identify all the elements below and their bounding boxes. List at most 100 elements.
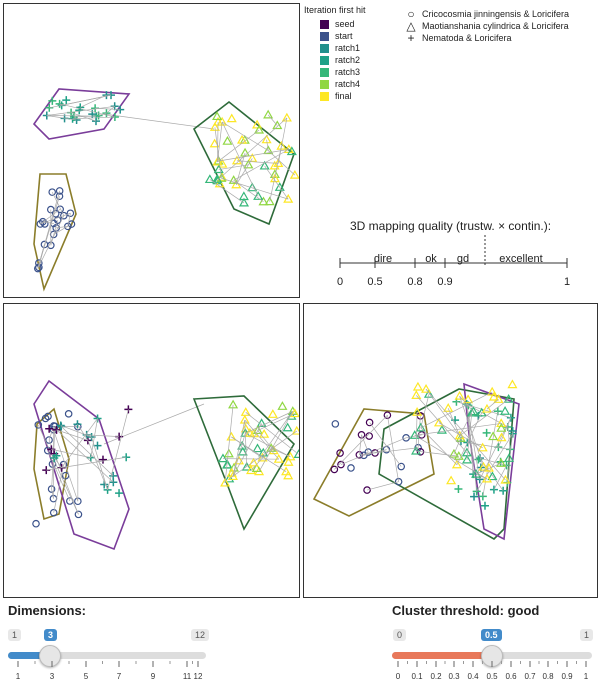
scatter-panel-bottom-left[interactable] (3, 303, 300, 598)
iteration-label: final (335, 91, 352, 101)
slider-tick-label: 0.5 (486, 672, 498, 681)
triangle-point (241, 149, 249, 156)
iteration-legend-item: ratch3 (320, 66, 404, 78)
slider-tick-label: 5 (84, 672, 89, 681)
slider-tick-label: 0.7 (524, 672, 536, 681)
quality-band-label: dire (374, 253, 392, 265)
circle-point (348, 465, 354, 471)
triangle-point (228, 115, 236, 122)
triangle-point (225, 450, 233, 457)
slider-tick-label: 9 (151, 672, 156, 681)
neighbor-edge (62, 418, 98, 467)
legend-swatch (320, 80, 329, 89)
cluster-min-badge: 0 (393, 629, 406, 641)
legend-swatch (320, 44, 329, 53)
neighbor-edge (487, 399, 498, 409)
shape-legend-item: △Maotianshania cylindrica & Loricifera (404, 20, 599, 32)
shape-legend-item: ○Cricocosmia jinningensis & Loricifera (404, 8, 599, 20)
neighbor-edge (73, 117, 115, 119)
iteration-legend-item: ratch4 (320, 78, 404, 90)
iteration-label: ratch2 (335, 55, 360, 65)
plus-point (48, 97, 56, 105)
dimensions-value-badge: 3 (44, 629, 57, 641)
mapping-quality-scale: 3D mapping quality (trustw. × contin.): … (335, 215, 580, 295)
iteration-label: ratch1 (335, 43, 360, 53)
neighbor-edge (271, 448, 290, 456)
iteration-legend-item: ratch1 (320, 42, 404, 54)
neighbor-edge (223, 459, 279, 460)
quality-tick-label: 0.5 (367, 276, 382, 288)
iteration-label: ratch3 (335, 67, 360, 77)
neighbor-edge (80, 95, 106, 107)
shape-label: Nematoda & Loricifera (422, 33, 512, 43)
triangle-point (447, 477, 455, 484)
circle-point (364, 487, 370, 493)
circle-point (33, 521, 39, 527)
iteration-legend-item: ratch2 (320, 54, 404, 66)
scatter-plot-top-left (4, 4, 299, 297)
triangle-point (501, 407, 509, 414)
plus-point (115, 489, 123, 497)
slider-tick-label: 0.2 (430, 672, 442, 681)
plus-point (483, 429, 491, 437)
plus-point (122, 453, 130, 461)
slider-tick-label: 0.3 (448, 672, 460, 681)
dimensions-title: Dimensions: (8, 603, 208, 618)
quality-tick-label: 1 (564, 276, 570, 288)
cluster-hull (34, 381, 129, 549)
dimensions-min-badge: 1 (8, 629, 21, 641)
legend-swatch (320, 92, 329, 101)
legend-swatch (320, 56, 329, 65)
scatter-panel-bottom-right[interactable] (303, 303, 598, 598)
neighbor-edge (476, 474, 487, 479)
quality-tick-label: 0 (337, 276, 343, 288)
circle-point (332, 421, 338, 427)
slider-tick-label: 0 (396, 672, 401, 681)
dimensions-max-badge: 12 (191, 629, 209, 641)
neighbor-edge (362, 435, 369, 452)
neighbor-edge (47, 116, 97, 117)
plus-point (99, 456, 107, 464)
slider-tick-label: 1 (16, 672, 21, 681)
scatter-plot-bottom-left (4, 304, 299, 597)
triangle-point (254, 445, 262, 452)
quality-tick-label: 0.8 (407, 276, 422, 288)
plus-point (62, 96, 70, 104)
shape-label: Cricocosmia jinningensis & Loricifera (422, 9, 569, 19)
triangle-point (422, 385, 430, 392)
legend-swatch (320, 20, 329, 29)
scatter-plot-bottom-right (304, 304, 597, 597)
triangle-point (414, 383, 422, 390)
quality-title: 3D mapping quality (trustw. × contin.): (350, 219, 551, 233)
shape-legend-item: + Nematoda & Loricifera (404, 32, 599, 44)
shape-label: Maotianshania cylindrica & Loricifera (422, 21, 569, 31)
quality-band-label: gd (457, 253, 469, 265)
plus-point (124, 405, 132, 413)
iteration-label: start (335, 31, 353, 41)
slider-tick-label: 3 (50, 672, 55, 681)
neighbor-edge (341, 438, 406, 465)
triangle-point (508, 381, 516, 388)
quality-tick-label: 0.9 (437, 276, 452, 288)
slider-tick-label: 0.8 (542, 672, 554, 681)
scatter-panel-top-left[interactable] (3, 3, 300, 298)
iteration-label: ratch4 (335, 79, 360, 89)
slider-tick-label: 7 (117, 672, 122, 681)
neighbor-edge (217, 130, 259, 162)
cluster-track-fill (392, 652, 492, 659)
circle-point (75, 511, 81, 517)
quality-band-label: ok (425, 253, 437, 265)
slider-tick-label: 0.6 (505, 672, 517, 681)
plus-icon: + (404, 32, 418, 44)
circle-point (65, 411, 71, 417)
slider-tick-label: 0.4 (467, 672, 479, 681)
slider-tick-label: 11 (183, 672, 192, 681)
iteration-legend-item: start (320, 30, 404, 42)
triangle-point (412, 391, 420, 398)
cluster-value-badge: 0.5 (481, 629, 502, 641)
triangle-point (444, 404, 452, 411)
